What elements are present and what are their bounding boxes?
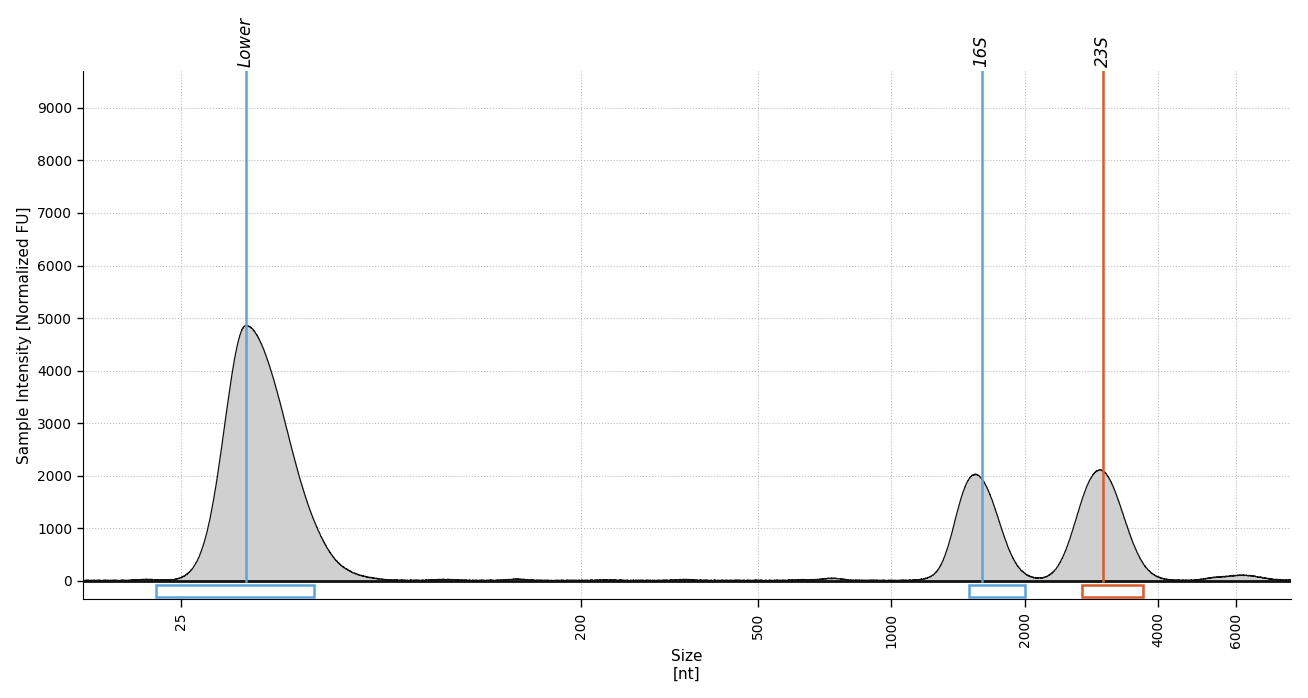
- X-axis label: Size
[nt]: Size [nt]: [671, 649, 702, 681]
- Text: 23S: 23S: [1093, 35, 1112, 67]
- Bar: [969, 585, 1024, 597]
- Text: Lower: Lower: [237, 17, 255, 67]
- Y-axis label: Sample Intensity [Normalized FU]: Sample Intensity [Normalized FU]: [17, 207, 31, 464]
- Bar: [1082, 585, 1143, 597]
- Bar: [157, 585, 314, 597]
- Text: 16S: 16S: [973, 35, 990, 67]
